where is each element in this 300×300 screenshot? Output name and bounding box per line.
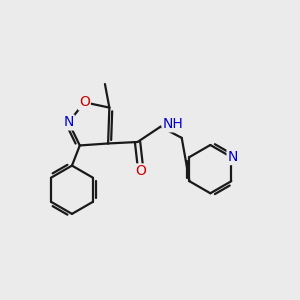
Text: O: O xyxy=(79,95,90,109)
Text: NH: NH xyxy=(163,117,183,131)
Text: N: N xyxy=(63,116,74,129)
Text: O: O xyxy=(135,164,146,178)
Text: N: N xyxy=(228,150,238,164)
